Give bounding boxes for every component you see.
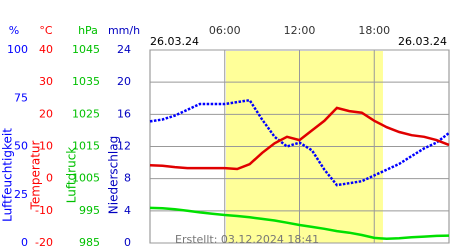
y-tick-label: 30 [39,75,53,88]
x-tick-label: 18:00 [358,24,390,37]
y-tick-label: 25 [14,188,28,201]
y-tick-label: 1015 [72,140,100,153]
y-tick-label: 24 [117,43,131,56]
y-tick-label: 0 [124,236,131,249]
y-tick-label: 16 [117,107,131,120]
x-tick-label: 06:00 [209,24,241,37]
y-tick-label: 4 [124,204,131,217]
date-left: 26.03.24 [150,35,199,48]
series-line [149,206,450,241]
y-tick-label: 10 [39,140,53,153]
y-tick-label: -20 [35,236,53,249]
y-tick-label: 985 [79,236,100,249]
y-tick-label: 75 [14,91,28,104]
y-tick-label: 20 [39,107,53,120]
axis-unit: % [9,24,19,37]
y-tick-label: 50 [14,140,28,153]
y-tick-label: 995 [79,204,100,217]
y-tick-label: 40 [39,43,53,56]
y-tick-label: 8 [124,172,131,185]
date-right: 26.03.24 [398,35,447,48]
y-tick-label: 100 [7,43,28,56]
axis-unit: hPa [78,24,98,37]
y-tick-label: 1005 [72,172,100,185]
axis-title: Niederschlag [107,136,121,214]
series-line [149,106,450,171]
axis-unit: °C [39,24,53,37]
footer: Erstellt: 03.12.2024 18:41 [175,233,319,246]
x-tick-label: 12:00 [284,24,316,37]
axis-title: Luftfeuchtigkeit [1,128,15,222]
axis-title: Luftdruck [65,147,79,204]
y-tick-label: 1025 [72,107,100,120]
series-line [149,98,450,187]
y-tick-label: -10 [35,204,53,217]
y-tick-label: 1035 [72,75,100,88]
y-tick-label: 20 [117,75,131,88]
y-tick-label: 1045 [72,43,100,56]
y-tick-label: 12 [117,140,131,153]
axis-title: Temperatur [29,140,43,210]
axis-unit: mm/h [108,24,140,37]
y-tick-label: 0 [21,236,28,249]
y-tick-label: 0 [46,172,53,185]
